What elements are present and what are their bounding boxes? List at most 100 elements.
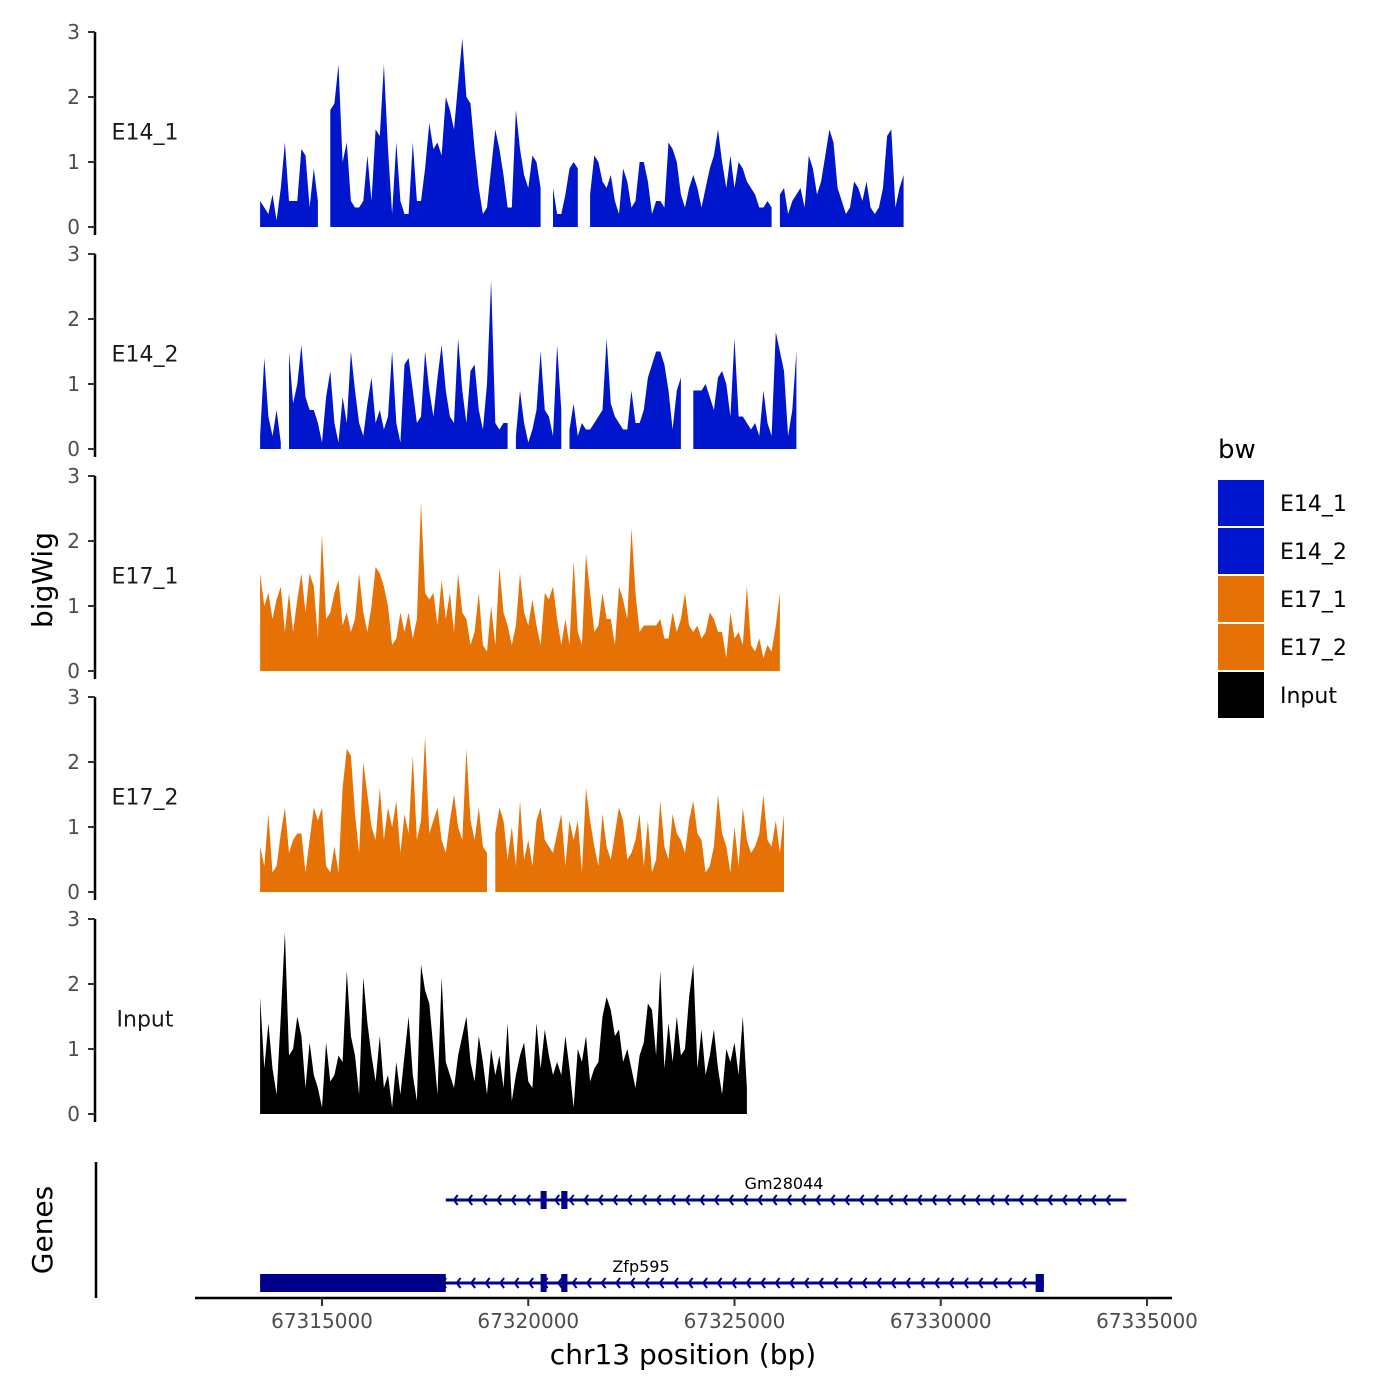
strand-arrow (655, 1194, 662, 1206)
strand-arrow (916, 1194, 923, 1206)
strand-arrow (640, 1194, 648, 1206)
gene-label: Gm28044 (745, 1174, 824, 1193)
strand-arrow (817, 1277, 824, 1289)
strand-arrow (991, 1277, 998, 1289)
signal-area-e17-2 (495, 788, 784, 892)
exon-block (540, 1274, 547, 1292)
y-tick-label: 3 (67, 464, 80, 488)
strand-arrow (1075, 1194, 1083, 1206)
strand-arrow (829, 1194, 836, 1206)
strand-arrow (872, 1194, 880, 1206)
strand-arrow (843, 1194, 851, 1206)
legend-label: E14_1 (1280, 492, 1347, 517)
strand-arrow (1006, 1277, 1013, 1289)
gene-label: Zfp595 (612, 1257, 669, 1276)
y-tick-label: 3 (67, 907, 80, 931)
x-axis-title: chr13 position (bp) (550, 1338, 816, 1371)
strand-arrow (481, 1194, 488, 1206)
strand-arrow (771, 1194, 778, 1206)
strand-arrow (614, 1277, 621, 1289)
strand-arrow (933, 1277, 940, 1289)
strand-arrow (713, 1194, 720, 1206)
strand-arrow (803, 1277, 810, 1289)
strand-arrow (568, 1194, 575, 1206)
gene-gm28044: Gm28044 (445, 1174, 1127, 1209)
legend-swatch-e14-2 (1218, 528, 1264, 574)
strand-arrow (959, 1194, 967, 1206)
strand-arrow (669, 1194, 677, 1206)
y-tick-label: 2 (67, 972, 80, 996)
y-tick-label: 0 (67, 659, 80, 683)
x-axis-ticks: 67315000 67320000 67325000 67330000 67335000 (271, 1298, 1198, 1333)
genes-track: Gm28044 Zfp595 (260, 1174, 1127, 1292)
strand-arrow (513, 1277, 520, 1289)
strand-arrow (524, 1194, 532, 1206)
signal-area-e17-1 (260, 502, 780, 671)
strand-arrow (629, 1277, 636, 1289)
strand-arrow (687, 1277, 694, 1289)
strand-arrow (919, 1277, 926, 1289)
signal-area-e14-1 (779, 129, 904, 227)
legend: bw E14_1 E14_2 E17_1 E17_2 Input (1218, 435, 1347, 718)
y-tick-label: 2 (67, 750, 80, 774)
strand-arrow (510, 1194, 517, 1206)
signal-area-e14-1 (553, 162, 578, 227)
strand-arrow (716, 1277, 723, 1289)
strand-arrow (469, 1277, 476, 1289)
y-tick-label: 2 (67, 85, 80, 109)
strand-arrow (756, 1194, 764, 1206)
legend-label: E17_2 (1280, 636, 1347, 661)
strand-arrow (495, 1194, 503, 1206)
strand-arrow (887, 1194, 894, 1206)
legend-swatch-e14-1 (1218, 480, 1264, 526)
strand-arrow (977, 1277, 984, 1289)
strand-arrow (1020, 1277, 1027, 1289)
y-tick-label: 2 (67, 529, 80, 553)
strand-arrow (745, 1277, 752, 1289)
strand-arrow (948, 1277, 955, 1289)
strand-arrow (858, 1194, 865, 1206)
strand-arrow (597, 1194, 604, 1206)
y-tick-label: 1 (67, 372, 80, 396)
strand-arrow (742, 1194, 749, 1206)
legend-label: Input (1280, 684, 1337, 709)
track-label: Input (117, 1007, 174, 1032)
y-tick-label: 1 (67, 1037, 80, 1061)
strand-arrow (759, 1277, 766, 1289)
strand-arrow (1046, 1194, 1054, 1206)
strand-arrow (785, 1194, 793, 1206)
signal-area-e17-2 (260, 736, 487, 892)
strand-arrow (861, 1277, 868, 1289)
signal-area-e14-1 (330, 38, 541, 227)
track-label: E14_1 (112, 120, 179, 145)
signal-area-input (260, 932, 747, 1114)
track-label: E17_2 (112, 785, 179, 810)
x-tick-label: 67320000 (477, 1309, 579, 1333)
strand-arrow (1003, 1194, 1010, 1206)
legend-label: E14_2 (1280, 540, 1347, 565)
y-tick-label: 3 (67, 242, 80, 266)
legend-swatch-e17-1 (1218, 576, 1264, 622)
strand-arrow (1061, 1194, 1068, 1206)
signal-area-e14-2 (569, 338, 681, 449)
strand-arrow (553, 1194, 561, 1206)
strand-arrow (582, 1194, 590, 1206)
strand-arrow (1017, 1194, 1025, 1206)
y-tick-label: 2 (67, 307, 80, 331)
x-tick-label: 67335000 (1096, 1309, 1198, 1333)
y-tick-label: 3 (67, 685, 80, 709)
exon-block (260, 1274, 446, 1292)
signal-area-e14-1 (590, 129, 772, 227)
exon-block (561, 1274, 568, 1292)
exon-block (561, 1191, 568, 1209)
track-e17-2: 0 1 2 3 E17_2 (67, 685, 784, 904)
track-label: E17_1 (112, 564, 179, 589)
gene-zfp595: Zfp595 (260, 1257, 1044, 1292)
strand-arrow (658, 1277, 665, 1289)
strand-arrow (800, 1194, 807, 1206)
strand-arrow (643, 1277, 650, 1289)
strand-arrow (626, 1194, 633, 1206)
strand-arrow (585, 1277, 592, 1289)
y-tick-label: 0 (67, 437, 80, 461)
